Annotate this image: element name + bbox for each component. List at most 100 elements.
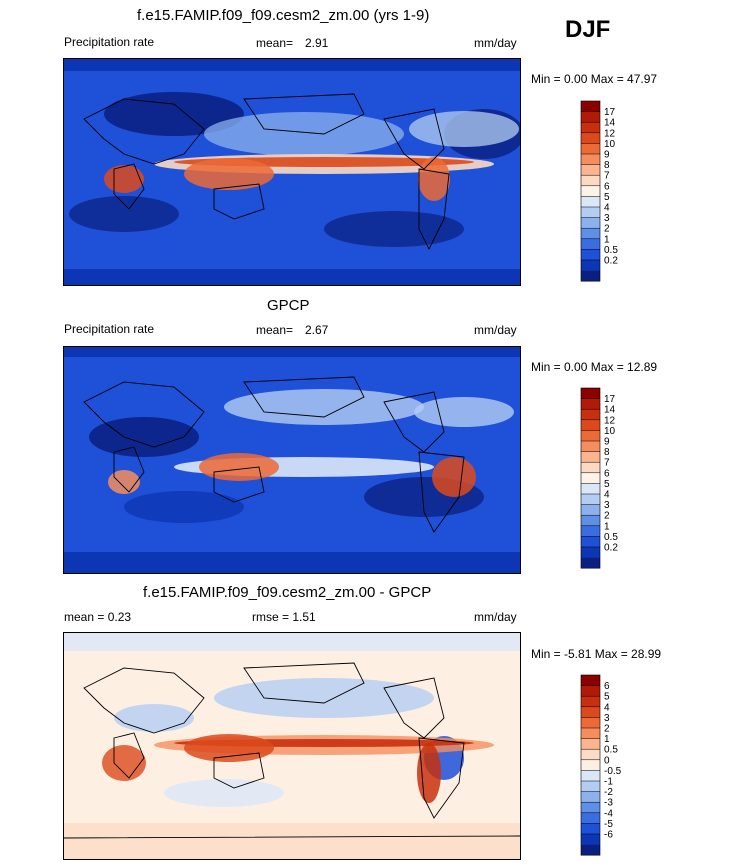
colorbar-box (581, 419, 600, 431)
panel2-map-svg (64, 347, 520, 573)
panel1-precip-map (63, 58, 521, 286)
colorbar-tick-label: 0.5 (604, 745, 618, 756)
colorbar-tick-label: 3 (604, 213, 610, 224)
colorbar-tick-label: 8 (604, 160, 610, 171)
colorbar-tick-label: 10 (604, 139, 616, 150)
colorbar-box (581, 738, 600, 750)
colorbar-box (581, 164, 600, 176)
colorbar-box (581, 238, 600, 250)
colorbar-box (581, 462, 600, 474)
colorbar-box (581, 451, 600, 463)
colorbar-tick-label: 6 (604, 181, 610, 192)
colorbar-tick-label: -3 (604, 798, 613, 809)
colorbar-box (581, 101, 600, 112)
colorbar-box (581, 249, 600, 261)
colorbar-tick-label: 2 (604, 511, 610, 522)
colorbar-box (581, 494, 600, 505)
colorbar-box (581, 728, 600, 739)
colorbar-box (581, 834, 600, 845)
colorbar-box (581, 557, 600, 569)
panel3-rmse-label: rmse = 1.51 (252, 610, 316, 624)
panel2-title: GPCP (267, 297, 310, 314)
colorbar-box (581, 196, 600, 208)
colorbar-box (581, 675, 600, 686)
colorbar-outline (580, 674, 601, 856)
colorbar-box (581, 823, 600, 835)
panel2-colorbar: 17 14 12 10 9 8 7 6 5 4 3 2 1 0.5 0.2 (580, 387, 641, 570)
map-polar-band (64, 552, 520, 573)
map-maritime-continent (199, 453, 279, 481)
colorbar-box (581, 536, 600, 548)
map-storm-track (414, 397, 514, 427)
colorbar-outline (580, 100, 601, 282)
colorbar-box (581, 409, 600, 421)
colorbar-tick-label: 10 (604, 426, 616, 437)
colorbar-tick-label: 4 (604, 490, 610, 501)
colorbar-box (581, 111, 600, 123)
colorbar-tick-label: 17 (604, 394, 616, 405)
panel1-mean-value: 2.91 (305, 36, 329, 50)
colorbar-outline (580, 387, 601, 569)
colorbar-box (581, 143, 600, 155)
colorbar-tick-label: 8 (604, 447, 610, 458)
colorbar-tick-label: 6 (604, 681, 610, 692)
colorbar-tick-label: 1 (604, 734, 610, 745)
panel1-map-svg (64, 59, 520, 285)
panel3-minmax: Min = -5.81 Max = 28.99 (531, 647, 662, 661)
coastline-outline (83, 376, 465, 533)
panel2-mean-label: mean= (256, 323, 294, 337)
colorbar-box (581, 228, 600, 240)
panel1-units: mm/day (474, 36, 517, 50)
map-polar-band (64, 59, 520, 71)
panel2-variable-label: Precipitation rate (64, 322, 155, 336)
colorbar-tick-label: 12 (604, 415, 616, 426)
coastline-outline (83, 93, 450, 251)
map-polar-band (64, 823, 520, 859)
colorbar-box (581, 483, 600, 495)
colorbar-tick-label: 9 (604, 437, 610, 448)
colorbar-box (581, 504, 600, 516)
map-andes-rain (418, 157, 450, 201)
colorbar-box (581, 472, 600, 484)
colorbar-box (581, 717, 600, 729)
colorbar-box (581, 791, 600, 803)
colorbar-box (581, 525, 600, 537)
panel3-diff-map (63, 632, 521, 860)
panel2-minmax: Min = 0.00 Max = 12.89 (531, 360, 658, 374)
colorbar-box (581, 122, 600, 134)
panel3-title: f.e15.FAMIP.f09_f09.cesm2_zm.00 - GPCP (143, 584, 432, 601)
colorbar-tick-label: 4 (604, 702, 610, 713)
colorbar-box (581, 770, 600, 782)
colorbar-box (581, 260, 600, 271)
colorbar-tick-label: 1 (604, 234, 610, 245)
map-negative-bias (214, 678, 434, 718)
map-amazon-rain (432, 457, 476, 497)
colorbar-box (581, 812, 600, 824)
map-negative-bias (164, 779, 284, 807)
colorbar-tick-label: 0 (604, 755, 610, 766)
panel1-minmax: Min = 0.00 Max = 47.97 (531, 72, 658, 86)
colorbar-tick-label: -0.5 (604, 766, 622, 777)
panel1-colorbar: 17 14 12 10 9 8 7 6 5 4 3 2 1 0.5 0.2 (580, 100, 641, 283)
colorbar-box (581, 706, 600, 718)
colorbar-box (581, 154, 600, 165)
map-africa-rain (108, 470, 140, 494)
panel3-colorbar: 6 5 4 3 2 1 0.5 0 -0.5 -1 -2 -3 -4 -5 -6 (580, 674, 641, 857)
panel3-units: mm/day (474, 610, 517, 624)
coastline-outline (64, 662, 520, 839)
colorbar-tick-label: 5 (604, 192, 610, 203)
colorbar-tick-label: 5 (604, 479, 610, 490)
map-africa-rain (104, 165, 144, 193)
map-positive-bias (184, 734, 274, 762)
colorbar-box (581, 175, 600, 187)
panel1-variable-label: Precipitation rate (64, 35, 155, 49)
colorbar-box (581, 132, 600, 144)
colorbar-tick-label: 5 (604, 692, 610, 703)
map-africa-bias (102, 745, 146, 781)
colorbar-tick-label: 0.5 (604, 532, 618, 543)
map-storm-track (224, 389, 424, 425)
panel3-mean-label: mean = 0.23 (64, 610, 132, 624)
colorbar-tick-label: 0.2 (604, 256, 618, 267)
